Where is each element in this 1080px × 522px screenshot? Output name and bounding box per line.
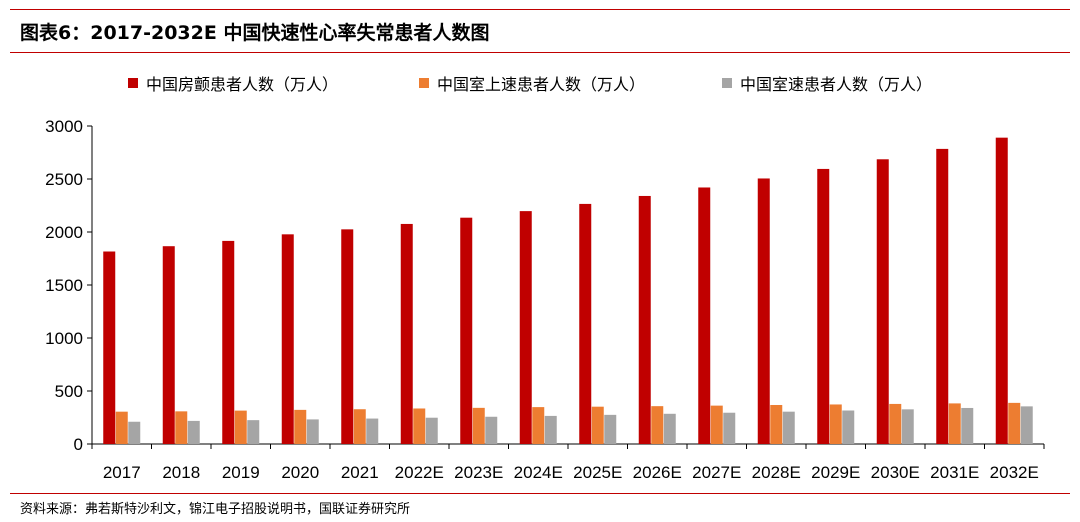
x-tick-label: 2017 <box>103 463 141 482</box>
bar-af <box>519 211 532 444</box>
x-tick-label: 2024E <box>514 463 563 482</box>
bar-vt <box>544 415 557 444</box>
legend-swatch-vt <box>722 78 732 88</box>
y-tick-label: 1000 <box>45 329 83 348</box>
bar-svt <box>889 403 902 444</box>
bar-vt <box>485 416 498 444</box>
y-tick-label: 0 <box>74 435 83 454</box>
bar-svt <box>829 404 842 444</box>
legend-label-svt: 中国室上速患者人数（万人） <box>437 75 646 94</box>
x-tick-label: 2022E <box>395 463 444 482</box>
bar-af <box>936 148 949 444</box>
x-tick-label: 2030E <box>871 463 920 482</box>
bar-vt <box>842 410 855 444</box>
bar-af <box>579 203 592 444</box>
bar-vt <box>425 417 438 444</box>
y-tick-label: 1500 <box>45 276 83 295</box>
x-tick-label: 2019 <box>222 463 260 482</box>
x-tick-label: 2032E <box>990 463 1039 482</box>
bar-af <box>995 137 1008 444</box>
legend-label-vt: 中国室速患者人数（万人） <box>740 75 933 94</box>
legend-swatch-svt <box>419 78 429 88</box>
bar-af <box>876 159 889 444</box>
bar-af <box>281 234 294 444</box>
x-tick-label: 2020 <box>281 463 319 482</box>
y-tick-label: 2500 <box>45 170 83 189</box>
source-note: 资料来源：弗若斯特沙利文，锦江电子招股说明书，国联证券研究所 <box>20 502 411 517</box>
bar-svt <box>353 409 366 444</box>
bar-svt <box>710 405 723 444</box>
y-tick-label: 500 <box>55 382 83 401</box>
legend-item-svt: 中国室上速患者人数（万人） <box>419 71 645 95</box>
x-tick-label: 2027E <box>692 463 741 482</box>
x-tick-label: 2031E <box>930 463 979 482</box>
bar-svt <box>115 411 128 444</box>
bar-vt <box>306 419 319 444</box>
bar-af <box>341 229 354 444</box>
bar-vt <box>663 413 676 444</box>
bar-vt <box>961 407 974 444</box>
bar-svt <box>948 403 961 444</box>
x-tick-label: 2018 <box>162 463 200 482</box>
bar-svt <box>1008 402 1021 444</box>
bar-svt <box>770 404 783 444</box>
bar-svt <box>591 406 604 444</box>
bar-svt <box>294 409 307 444</box>
bar-vt <box>901 409 914 444</box>
bar-svt <box>234 410 247 444</box>
legend-item-af: 中国房颤患者人数（万人） <box>128 71 338 95</box>
legend-label-af: 中国房颤患者人数（万人） <box>146 75 339 94</box>
bar-af <box>103 251 116 444</box>
bar-vt <box>1020 406 1033 444</box>
bar-vt <box>604 414 617 444</box>
bar-vt <box>128 421 141 444</box>
bar-svt <box>175 411 188 444</box>
x-tick-label: 2026E <box>633 463 682 482</box>
x-tick-label: 2028E <box>752 463 801 482</box>
bar-svt <box>472 407 485 444</box>
x-tick-label: 2029E <box>811 463 860 482</box>
y-tick-label: 3000 <box>45 117 83 136</box>
bar-af <box>638 195 651 444</box>
source-rule <box>10 493 1070 494</box>
bar-vt <box>723 412 736 444</box>
bar-svt <box>413 408 426 444</box>
bar-af <box>222 240 235 444</box>
bar-vt <box>366 418 379 444</box>
title-rule <box>10 52 1070 53</box>
bar-af <box>400 223 413 444</box>
bar-af <box>698 187 711 445</box>
legend: 中国房颤患者人数（万人） 中国室上速患者人数（万人） 中国室速患者人数（万人） <box>0 71 1080 95</box>
bar-vt <box>187 420 200 444</box>
y-tick-label: 2000 <box>45 223 83 242</box>
top-rule <box>10 9 1070 10</box>
bar-svt <box>532 407 545 444</box>
bar-af <box>460 217 473 444</box>
bar-af <box>757 178 770 444</box>
bar-af <box>162 246 175 444</box>
bar-af <box>817 168 830 444</box>
x-tick-label: 2025E <box>573 463 622 482</box>
x-tick-label: 2021 <box>341 463 379 482</box>
bar-vt <box>247 420 260 444</box>
x-tick-label: 2023E <box>454 463 503 482</box>
bar-svt <box>651 406 664 444</box>
legend-swatch-af <box>128 78 138 88</box>
legend-item-vt: 中国室速患者人数（万人） <box>722 71 932 95</box>
bar-vt <box>782 411 795 444</box>
chart-title: 图表6：2017-2032E 中国快速性心率失常患者人数图 <box>20 22 490 44</box>
